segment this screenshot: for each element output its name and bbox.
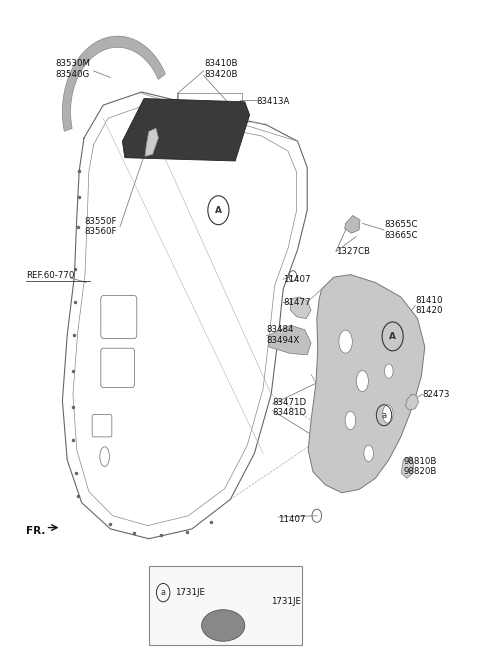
Text: 82473: 82473: [422, 390, 450, 399]
Text: 1731JE: 1731JE: [175, 588, 205, 597]
Polygon shape: [62, 36, 166, 131]
Polygon shape: [401, 457, 414, 478]
Ellipse shape: [384, 364, 393, 378]
Text: A: A: [389, 332, 396, 341]
Ellipse shape: [339, 330, 352, 353]
Text: 81410
81420: 81410 81420: [415, 296, 443, 315]
Text: 83471D
83481D: 83471D 83481D: [273, 397, 307, 417]
Text: 83530M
83540G: 83530M 83540G: [55, 59, 90, 79]
Text: 83413A: 83413A: [257, 97, 290, 106]
Text: 98810B
98820B: 98810B 98820B: [403, 457, 437, 476]
Text: 11407: 11407: [283, 275, 311, 284]
Polygon shape: [145, 128, 158, 156]
Polygon shape: [122, 99, 250, 161]
Text: REF.60-770: REF.60-770: [26, 271, 75, 281]
Polygon shape: [406, 394, 419, 410]
Polygon shape: [308, 275, 425, 493]
Ellipse shape: [356, 371, 369, 392]
Text: a: a: [382, 411, 386, 420]
Ellipse shape: [364, 445, 373, 462]
Text: 81477: 81477: [283, 298, 311, 307]
Text: 1327CB: 1327CB: [336, 247, 370, 256]
Text: A: A: [215, 206, 222, 215]
Text: 83410B
83420B: 83410B 83420B: [204, 59, 238, 79]
Polygon shape: [345, 215, 360, 233]
Text: FR.: FR.: [26, 526, 46, 536]
Text: 83484
83494X: 83484 83494X: [266, 325, 300, 345]
Polygon shape: [269, 325, 311, 355]
Ellipse shape: [345, 411, 356, 430]
Text: 83550F
83560F: 83550F 83560F: [84, 217, 117, 237]
Ellipse shape: [383, 405, 393, 423]
Polygon shape: [290, 297, 311, 319]
Text: 1731JE: 1731JE: [271, 597, 301, 606]
Text: a: a: [161, 588, 166, 597]
Ellipse shape: [202, 610, 245, 641]
Text: 11407: 11407: [278, 514, 306, 524]
Text: 83655C
83665C: 83655C 83665C: [384, 220, 418, 240]
FancyBboxPatch shape: [149, 566, 302, 645]
